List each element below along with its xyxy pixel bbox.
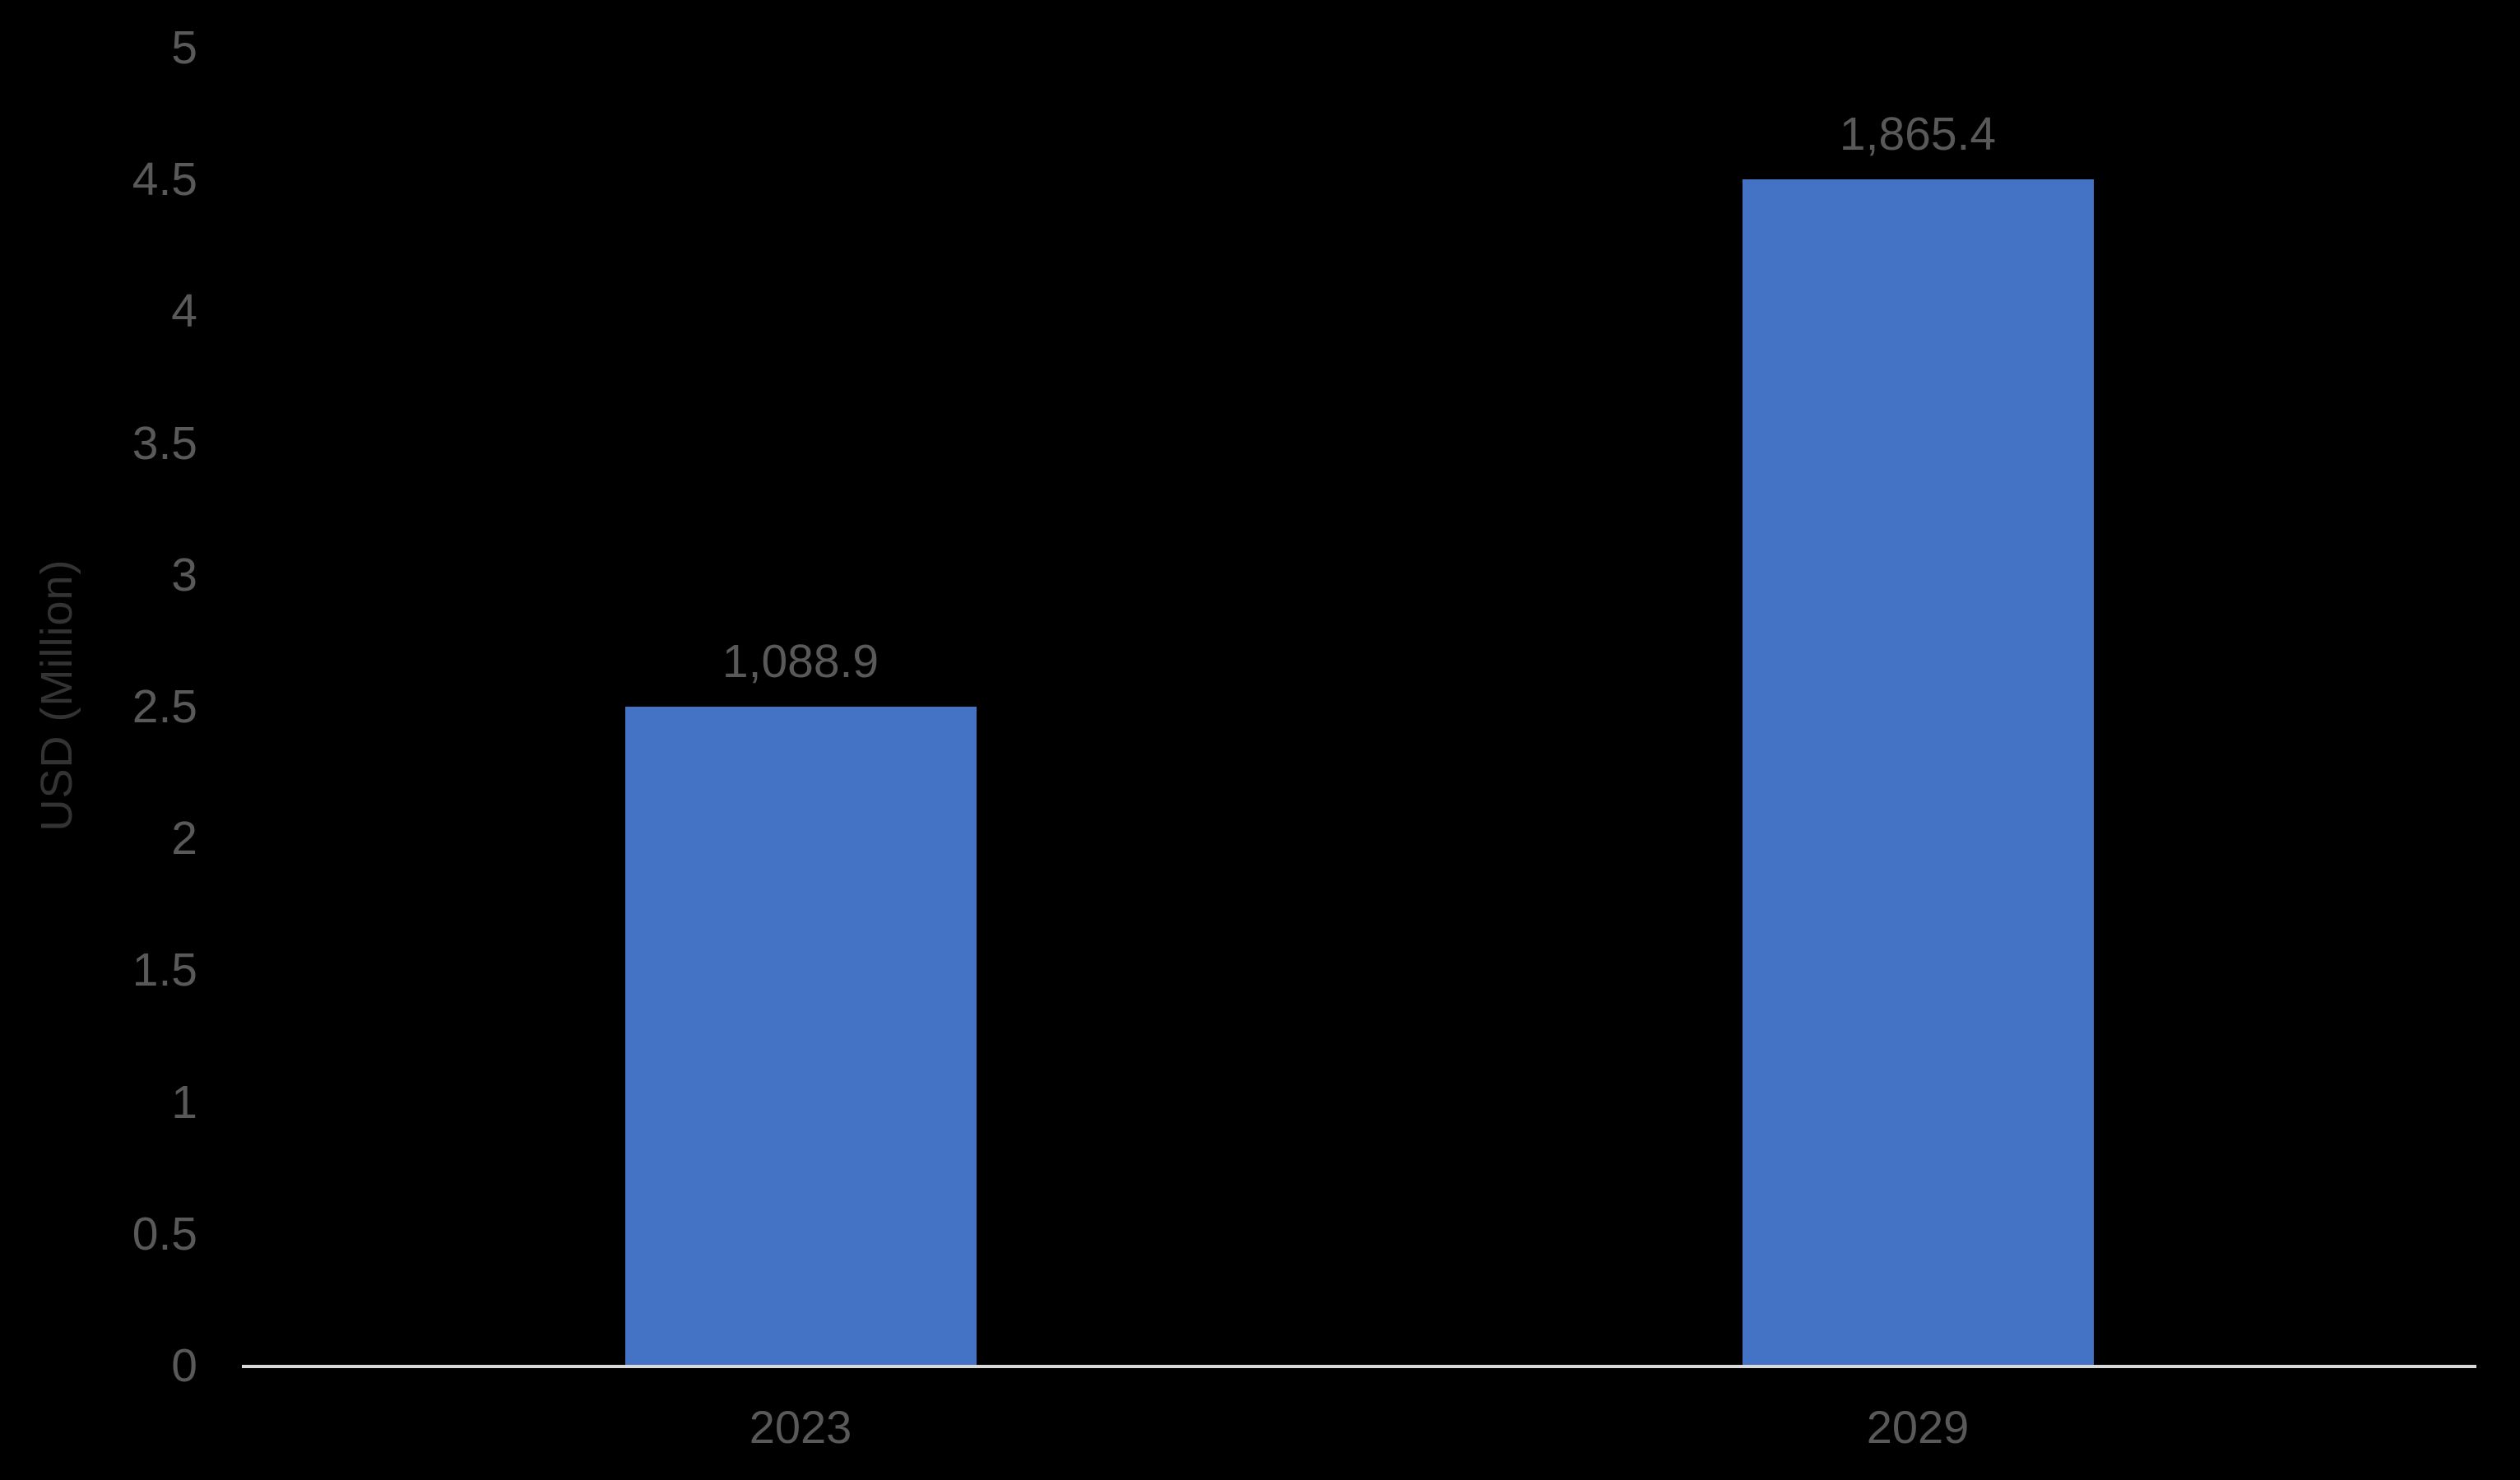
x-category-label-2023: 2023 <box>749 1401 852 1453</box>
x-category-label-2029: 2029 <box>1866 1401 1970 1453</box>
y-tick-label-1-5: 1.5 <box>132 944 197 996</box>
y-tick-label-2: 2 <box>171 812 197 865</box>
bar-value-label-2029: 1,865.4 <box>1839 108 1997 161</box>
y-tick-label-0-5: 0.5 <box>132 1208 197 1260</box>
x-axis-line <box>242 1365 2476 1368</box>
y-tick-label-2-5: 2.5 <box>132 680 197 733</box>
y-tick-label-3: 3 <box>171 549 197 601</box>
y-tick-label-5: 5 <box>171 21 197 74</box>
bar-2029 <box>1742 179 2094 1366</box>
bar-2023 <box>624 707 977 1366</box>
y-tick-label-4-5: 4.5 <box>132 153 197 206</box>
y-axis-tick-labels: 5 4.5 4 3.5 3 2.5 2 1.5 1 0.5 0 <box>0 0 197 1480</box>
y-tick-label-1: 1 <box>171 1076 197 1129</box>
y-tick-label-4: 4 <box>171 285 197 337</box>
y-tick-label-3-5: 3.5 <box>132 417 197 470</box>
y-tick-label-0: 0 <box>171 1339 197 1392</box>
bar-value-label-2023: 1,088.9 <box>722 635 879 688</box>
